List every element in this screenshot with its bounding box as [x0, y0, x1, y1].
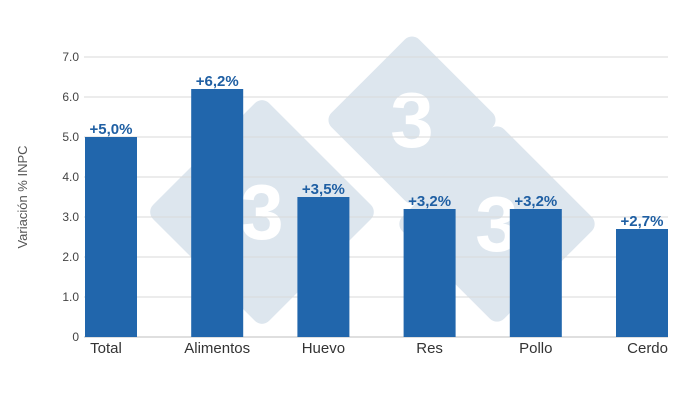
y-tick-label: 7.0 [62, 50, 79, 64]
y-axis-ticks: 0 1.0 2.0 3.0 4.0 5.0 6.0 7.0 [62, 50, 79, 344]
watermark-text: 3 [240, 168, 283, 256]
x-tick-label: Total [90, 340, 122, 357]
data-label: +6,2% [196, 73, 239, 90]
x-tick-label: Alimentos [184, 340, 250, 357]
y-tick-label: 6.0 [62, 90, 79, 104]
bar-total [85, 137, 137, 337]
bar-huevo [297, 197, 350, 337]
data-label: +3,2% [408, 193, 451, 210]
x-axis-labels: Total Alimentos Huevo Res Pollo Cerdo [90, 340, 668, 357]
y-tick-label: 3.0 [62, 210, 79, 224]
y-tick-label: 1.0 [62, 290, 79, 304]
bar-alimentos [191, 89, 244, 337]
x-tick-label: Huevo [302, 340, 345, 357]
bar-pollo [509, 209, 562, 337]
data-label: +5,0% [90, 121, 133, 138]
x-tick-label: Cerdo [627, 340, 668, 357]
y-tick-label: 5.0 [62, 130, 79, 144]
x-tick-label: Res [416, 340, 443, 357]
data-label: +3,5% [302, 181, 345, 198]
data-label: +3,2% [514, 193, 557, 210]
y-tick-label: 4.0 [62, 170, 79, 184]
watermark-text: 3 [390, 76, 433, 164]
data-label: +2,7% [621, 213, 664, 230]
y-tick-label: 0 [72, 330, 79, 344]
bar-res [403, 209, 456, 337]
bars [85, 89, 668, 337]
watermark-diamond: 3 [328, 36, 496, 204]
data-labels: +5,0% +6,2% +3,5% +3,2% +3,2% +2,7% [90, 73, 664, 230]
y-tick-label: 2.0 [62, 250, 79, 264]
gridlines [84, 56, 668, 338]
bar-cerdo [616, 229, 668, 337]
y-axis-title: Variación % INPC [15, 145, 30, 248]
x-tick-label: Pollo [519, 340, 552, 357]
